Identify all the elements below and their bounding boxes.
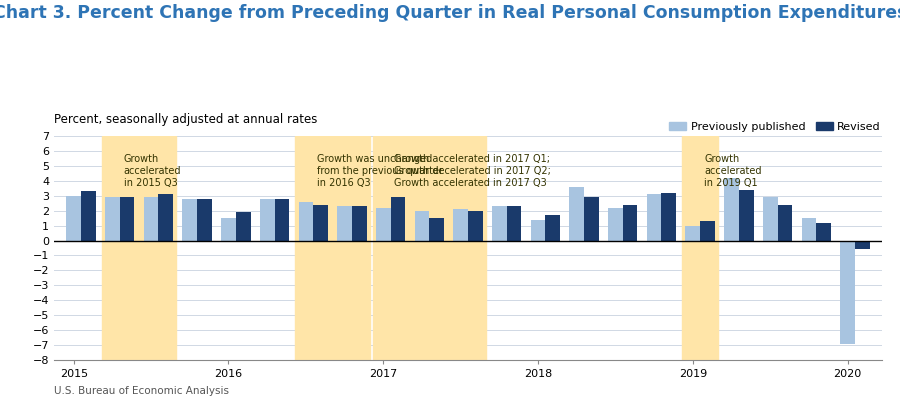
Text: Growth accelerated in 2017 Q1;
Growth decelerated in 2017 Q2;
Growth accelerated: Growth accelerated in 2017 Q1; Growth de… <box>394 154 552 188</box>
Bar <box>429 218 444 240</box>
Bar <box>608 208 623 240</box>
Bar <box>531 220 545 240</box>
Bar <box>623 205 637 240</box>
Bar <box>816 223 831 240</box>
Bar <box>763 197 778 240</box>
Bar <box>376 208 391 240</box>
Bar <box>855 240 869 250</box>
Bar <box>120 197 134 240</box>
Bar <box>391 197 405 240</box>
Bar <box>105 197 120 240</box>
Bar <box>686 226 700 240</box>
Bar <box>299 202 313 240</box>
Bar <box>338 206 352 240</box>
Bar <box>183 199 197 240</box>
Bar <box>739 190 753 240</box>
Text: Growth
accelerated
in 2015 Q3: Growth accelerated in 2015 Q3 <box>123 154 181 188</box>
Bar <box>662 193 676 240</box>
Bar <box>236 212 250 240</box>
Bar <box>295 136 370 360</box>
Bar <box>144 197 158 240</box>
Bar <box>158 194 173 240</box>
Text: Growth was unchanged
from the previous quarter
in 2016 Q3: Growth was unchanged from the previous q… <box>317 154 443 188</box>
Text: Percent, seasonally adjusted at annual rates: Percent, seasonally adjusted at annual r… <box>54 113 318 126</box>
Bar <box>841 240 855 344</box>
Bar <box>221 218 236 240</box>
Bar <box>260 199 274 240</box>
Text: Growth
accelerated
in 2019 Q1: Growth accelerated in 2019 Q1 <box>704 154 761 188</box>
Bar <box>802 218 816 240</box>
Bar <box>724 178 739 240</box>
Bar <box>102 136 176 360</box>
Bar <box>81 191 95 240</box>
Bar <box>415 211 429 240</box>
Bar <box>373 136 486 360</box>
Text: Chart 3. Percent Change from Preceding Quarter in Real Personal Consumption Expe: Chart 3. Percent Change from Preceding Q… <box>0 4 900 22</box>
Bar <box>570 187 584 240</box>
Legend: Previously published, Revised: Previously published, Revised <box>665 118 886 136</box>
Bar <box>584 197 598 240</box>
Bar <box>197 199 211 240</box>
Bar <box>507 206 521 240</box>
Text: U.S. Bureau of Economic Analysis: U.S. Bureau of Economic Analysis <box>54 386 229 396</box>
Bar <box>274 199 289 240</box>
Bar <box>313 205 328 240</box>
Bar <box>682 136 718 360</box>
Bar <box>545 215 560 240</box>
Bar <box>454 209 468 240</box>
Bar <box>492 206 507 240</box>
Bar <box>468 211 482 240</box>
Bar <box>647 194 662 240</box>
Bar <box>700 221 715 240</box>
Bar <box>778 205 792 240</box>
Bar <box>67 196 81 240</box>
Bar <box>352 206 366 240</box>
